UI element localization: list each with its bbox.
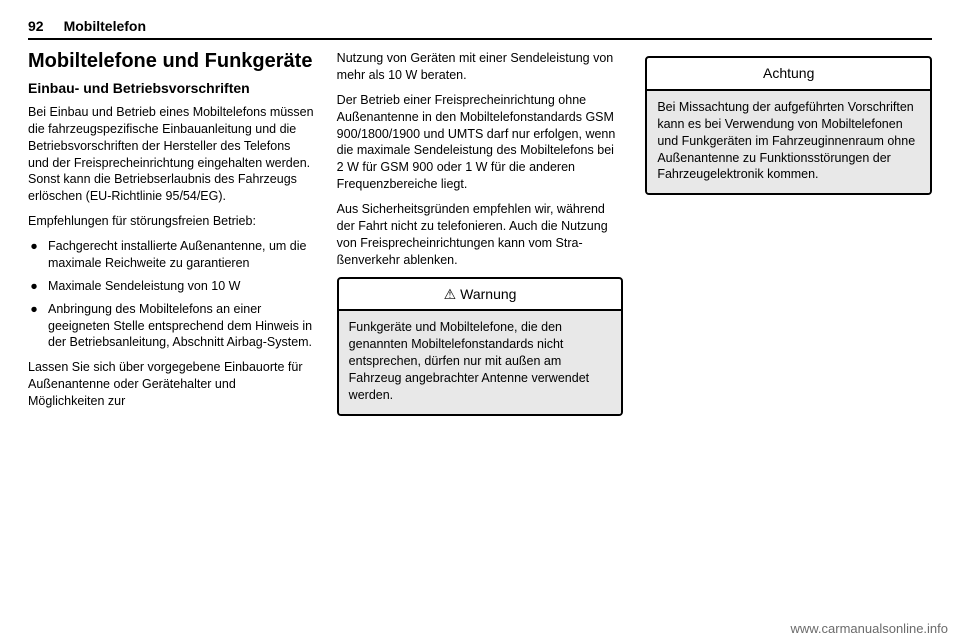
column-1: Mobiltelefone und Funkgeräte Einbau- und…: [28, 50, 315, 610]
bullet-list: ● Fachgerecht installierte Außen­antenne…: [28, 238, 315, 351]
column-3: Achtung Bei Missachtung der aufgeführten…: [645, 50, 932, 610]
paragraph: Lassen Sie sich über vorgegebene Einbauo…: [28, 359, 315, 410]
page-number: 92: [28, 18, 44, 34]
paragraph: Nutzung von Geräten mit einer Sendeleist…: [337, 50, 624, 84]
paragraph: Aus Sicherheitsgründen empfehlen wir, wä…: [337, 201, 624, 269]
watermark-text: www.carmanualsonline.info: [790, 621, 948, 636]
warning-box: ⚠ Warnung Funkgeräte und Mobiltelefone, …: [337, 277, 624, 416]
warning-box-body: Funkgeräte und Mobiltelefone, die den ge…: [339, 311, 622, 413]
page-header: 92 Mobiltelefon: [28, 18, 932, 40]
warning-box-title: ⚠ Warnung: [339, 279, 622, 312]
list-item-text: Fachgerecht installierte Außen­antenne, …: [48, 238, 315, 272]
bullet-icon: ●: [28, 278, 40, 295]
list-item: ● Fachgerecht installierte Außen­antenne…: [28, 238, 315, 272]
caution-box-body: Bei Missachtung der aufgeführten Vorschr…: [647, 91, 930, 193]
paragraph: Bei Einbau und Betrieb eines Mobil­telef…: [28, 104, 315, 205]
paragraph: Der Betrieb einer Freisprecheinrich­tung…: [337, 92, 624, 193]
bullet-icon: ●: [28, 238, 40, 272]
content-columns: Mobiltelefone und Funkgeräte Einbau- und…: [28, 50, 932, 610]
list-item: ● Anbringung des Mobiltelefons an einer …: [28, 301, 315, 352]
manual-page: 92 Mobiltelefon Mobiltelefone und Funkge…: [0, 0, 960, 642]
bullet-icon: ●: [28, 301, 40, 352]
main-heading: Mobiltelefone und Funkgeräte: [28, 50, 315, 73]
caution-box-title: Achtung: [647, 58, 930, 91]
column-2: Nutzung von Geräten mit einer Sendeleist…: [337, 50, 624, 610]
caution-box: Achtung Bei Missachtung der aufgeführten…: [645, 56, 932, 195]
warning-title-text: Warnung: [460, 285, 516, 304]
sub-heading: Einbau- und Betriebsvorschriften: [28, 79, 315, 98]
list-item-text: Anbringung des Mobiltelefons an einer ge…: [48, 301, 315, 352]
warning-icon: ⚠: [444, 287, 457, 301]
page-section-title: Mobiltelefon: [64, 18, 146, 34]
caution-title-text: Achtung: [763, 64, 814, 83]
list-item-text: Maximale Sendeleistung von 10 W: [48, 278, 240, 295]
paragraph: Empfehlungen für störungsfreien Betrieb:: [28, 213, 315, 230]
list-item: ● Maximale Sendeleistung von 10 W: [28, 278, 315, 295]
